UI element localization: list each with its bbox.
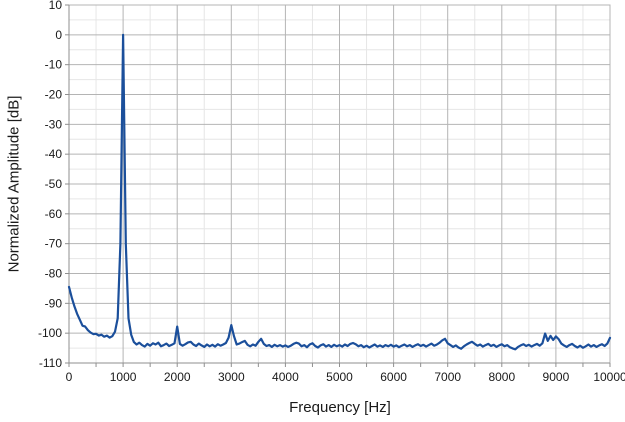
x-tick-label: 4000 [272, 370, 299, 384]
x-tick-label: 8000 [488, 370, 515, 384]
axis-tick-labels: 0 1000 2000 3000 4000 5000 6000 7000 8000 9000 100… [38, 0, 625, 384]
y-tick-label: -60 [45, 207, 63, 221]
x-tick-label: 0 [66, 370, 73, 384]
major-gridlines [69, 5, 610, 363]
x-tick-label: 7000 [434, 370, 461, 384]
x-tick-label: 10000 [593, 370, 625, 384]
y-tick-label: -30 [45, 117, 63, 131]
y-tick-label: -100 [38, 326, 62, 340]
x-tick-label: 3000 [218, 370, 245, 384]
x-tick-label: 1000 [110, 370, 137, 384]
y-tick-label: -80 [45, 267, 63, 281]
x-tick-label: 6000 [380, 370, 407, 384]
y-tick-label: -110 [39, 356, 62, 370]
y-tick-label: -70 [45, 237, 63, 251]
y-tick-label: 10 [49, 0, 63, 12]
y-tick-label: -10 [45, 58, 63, 72]
y-tick-label: -90 [45, 296, 63, 310]
x-tick-label: 2000 [164, 370, 191, 384]
x-tick-label: 5000 [326, 370, 353, 384]
axis-tick-marks [65, 4, 611, 367]
y-tick-label: 0 [55, 28, 62, 42]
y-tick-label: -20 [45, 88, 63, 102]
spectrum-line [67, 33, 612, 351]
x-tick-label: 9000 [543, 370, 570, 384]
y-tick-label: -50 [45, 177, 63, 191]
x-axis-title: Frequency [Hz] [289, 399, 391, 416]
y-axis-title: Normalized Amplitude [dB] [5, 95, 23, 273]
spectrum-data-line [67, 33, 612, 351]
y-tick-label: -40 [45, 147, 63, 161]
